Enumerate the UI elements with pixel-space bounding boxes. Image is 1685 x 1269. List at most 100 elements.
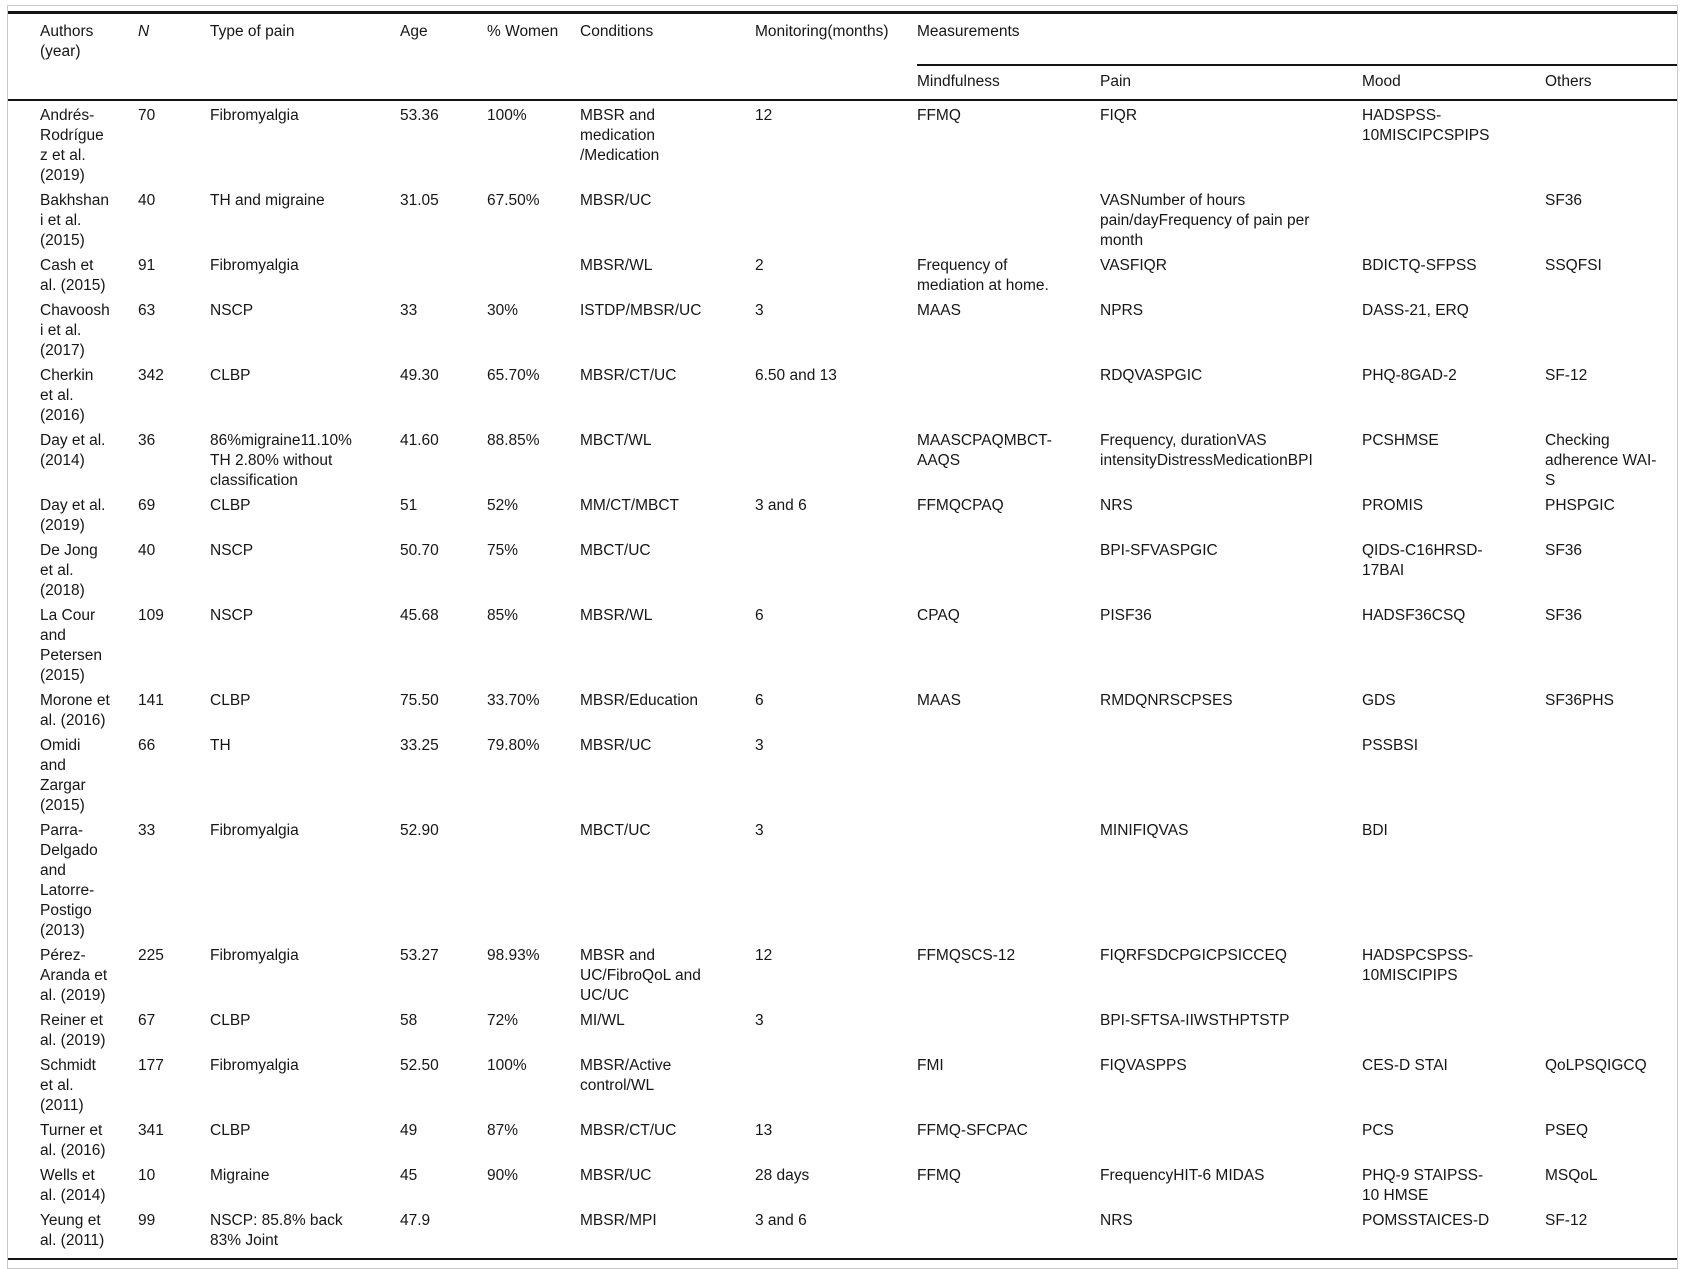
col-header-type-of-pain: Type of pain: [210, 12, 400, 101]
cell-type: TH: [210, 737, 231, 754]
cell-mood: POMSSTAICES-D: [1362, 1212, 1490, 1229]
cell-n: 36: [138, 432, 156, 449]
cell-others: SF36PHS: [1545, 692, 1614, 709]
cell-pain: [1100, 1116, 1362, 1161]
table-row: Schmidt et al. (2011) 177 Fibromyalgia 52.5…: [8, 1051, 1677, 1116]
cell-conditions: MBSR and medication /Medication: [580, 107, 660, 164]
table-body: Andrés-Rodríguez et al. (2019) 70 Fibromya…: [8, 100, 1677, 1259]
table-row: Omidi and Zargar (2015) 66 TH 33.25 79.80% MB…: [8, 731, 1677, 816]
cell-pain: FIQR: [1100, 107, 1138, 124]
cell-mood: PSSBSI: [1362, 737, 1418, 754]
cell-authors: La Cour and Petersen (2015): [40, 607, 103, 684]
cell-conditions: MBCT/UC: [580, 822, 651, 839]
cell-conditions: MBSR and UC/FibroQoL and UC/UC: [580, 947, 701, 1004]
cell-n: 342: [138, 367, 164, 384]
cell-authors: Day et al. (2019): [40, 497, 106, 534]
cell-mood: PCS: [1362, 1122, 1394, 1139]
cell-mindfulness: MAAS: [917, 302, 961, 319]
cell-women: [487, 816, 580, 941]
cell-conditions: MM/CT/MBCT: [580, 497, 680, 514]
cell-mood: BDICTQ-SFPSS: [1362, 257, 1477, 274]
cell-pain: NRS: [1100, 497, 1133, 514]
cell-mood: PCSHMSE: [1362, 432, 1439, 449]
paper-page: Authors (year) N Type of pain Age % Wome…: [0, 5, 1685, 1269]
cell-n: 33: [138, 822, 156, 839]
cell-women: [487, 1206, 580, 1259]
cell-others: MSQoL: [1545, 1167, 1598, 1184]
cell-authors: Omidi and Zargar (2015): [40, 737, 86, 814]
cell-women: 65.70%: [487, 367, 540, 384]
cell-age: 58: [400, 1012, 418, 1029]
cell-age: 41.60: [400, 432, 439, 449]
cell-n: 99: [138, 1212, 156, 1229]
cell-others: QoLPSQIGCQ: [1545, 1057, 1647, 1074]
cell-women: 88.85%: [487, 432, 540, 449]
cell-mindfulness: [917, 816, 1100, 941]
cell-n: 69: [138, 497, 156, 514]
cell-others: [1545, 100, 1677, 186]
cell-mindfulness: Frequency of mediation at home.: [917, 257, 1049, 294]
cell-others: [1545, 816, 1677, 941]
cell-women: 79.80%: [487, 737, 540, 754]
cell-age: 47.9: [400, 1212, 431, 1229]
table-row: Turner et al. (2016) 341 CLBP 49 87% MBSR/CT/…: [8, 1116, 1677, 1161]
cell-mood: HADSPSS-10MISCIPCSPIPS: [1362, 107, 1490, 144]
cell-others: SF-12: [1545, 1212, 1588, 1229]
col-header-mindfulness: Mindfulness: [917, 65, 1100, 101]
cell-authors: Cherkin et al. (2016): [40, 367, 94, 424]
cell-type: Fibromyalgia: [210, 822, 299, 839]
col-header-conditions: Conditions: [580, 12, 755, 101]
cell-pain: FrequencyHIT-6 MIDAS: [1100, 1167, 1265, 1184]
table-row: Andrés-Rodríguez et al. (2019) 70 Fibromya…: [8, 100, 1677, 186]
cell-mood: PROMIS: [1362, 497, 1424, 514]
cell-authors: Chavooshi et al. (2017): [40, 302, 110, 359]
cell-others: [1545, 731, 1677, 816]
cell-women: 87%: [487, 1122, 519, 1139]
studies-table: Authors (year) N Type of pain Age % Wome…: [8, 11, 1678, 1260]
cell-age: 33.25: [400, 737, 439, 754]
col-header-mood: Mood: [1362, 65, 1545, 101]
cell-women: 52%: [487, 497, 519, 514]
cell-pain: MINIFIQVAS: [1100, 822, 1189, 839]
cell-type: Fibromyalgia: [210, 1057, 299, 1074]
cell-type: 86%migraine11.10% TH 2.80% without class…: [210, 432, 352, 489]
cell-others: SF36: [1545, 542, 1583, 559]
cell-age: 49.30: [400, 367, 439, 384]
cell-monitoring: 12: [755, 947, 773, 964]
cell-pain: NRS: [1100, 1212, 1133, 1229]
cell-mood: HADSF36CSQ: [1362, 607, 1466, 624]
cell-authors: Parra-Delgado and Latorre-Postigo (2013): [40, 822, 98, 939]
cell-others: SF36: [1545, 192, 1583, 209]
cell-n: 66: [138, 737, 156, 754]
cell-type: Migraine: [210, 1167, 270, 1184]
cell-conditions: MBCT/UC: [580, 542, 651, 559]
cell-mindfulness: [917, 1006, 1100, 1051]
cell-age: 45: [400, 1167, 418, 1184]
studies-table-container: Authors (year) N Type of pain Age % Wome…: [7, 5, 1678, 1269]
cell-mood: QIDS-C16HRSD-17BAI: [1362, 542, 1483, 579]
cell-women: 100%: [487, 107, 527, 124]
table-row: La Cour and Petersen (2015) 109 NSCP 45.68 8…: [8, 601, 1677, 686]
cell-type: Fibromyalgia: [210, 947, 299, 964]
cell-mindfulness: FFMQ: [917, 107, 961, 124]
cell-conditions: MBSR/Education: [580, 692, 699, 709]
cell-authors: Schmidt et al. (2011): [40, 1057, 96, 1114]
table-row: Yeung et al. (2011) 99 NSCP: 85.8% back 83…: [8, 1206, 1677, 1259]
cell-age: 52.50: [400, 1057, 439, 1074]
cell-age: 31.05: [400, 192, 439, 209]
cell-conditions: MBSR/CT/UC: [580, 367, 677, 384]
cell-n: 141: [138, 692, 164, 709]
col-header-n: N: [138, 12, 210, 101]
cell-authors: De Jong et al. (2018): [40, 542, 98, 599]
cell-monitoring: [755, 1051, 917, 1116]
cell-pain: FIQRFSDCPGICPSICCEQ: [1100, 947, 1287, 964]
cell-women: 72%: [487, 1012, 519, 1029]
cell-others: Checking adherence WAI-S: [1545, 432, 1657, 489]
cell-monitoring: [755, 426, 917, 491]
col-header-percent-women: % Women: [487, 12, 580, 101]
col-header-authors: Authors (year): [8, 12, 138, 101]
cell-n: 67: [138, 1012, 156, 1029]
cell-others: [1545, 296, 1677, 361]
cell-age: 53.27: [400, 947, 439, 964]
cell-monitoring: 6: [755, 692, 764, 709]
